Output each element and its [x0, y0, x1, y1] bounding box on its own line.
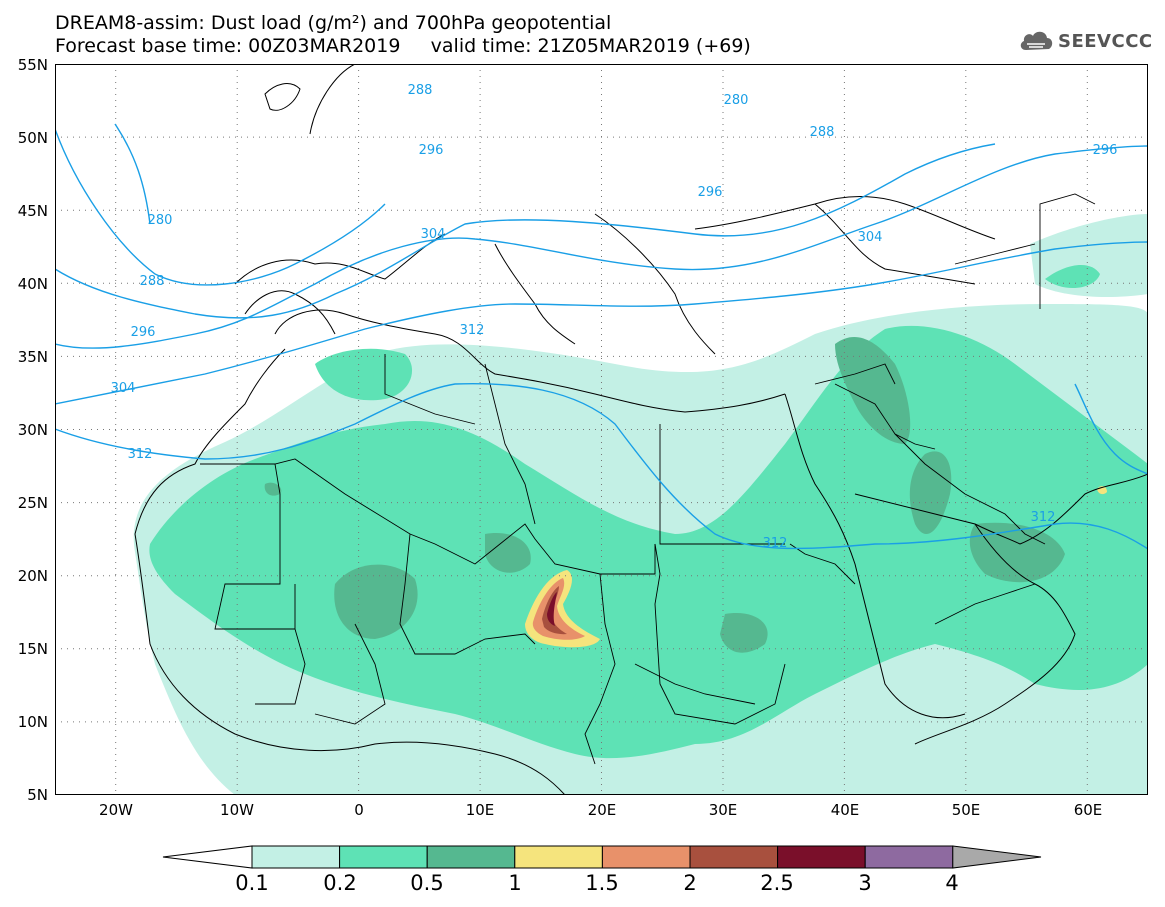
contour-label: 312 [763, 536, 788, 551]
dust-load-map: 288 280 288 296 296 296 280 288 296 304 … [55, 64, 1148, 795]
lon-tick-label: 30E [708, 801, 738, 819]
dust-band-0.5 [264, 336, 1065, 653]
lon-tick-label: 10W [220, 801, 254, 819]
colorbar-label: 0.2 [323, 871, 357, 895]
lon-tick-label: 20E [587, 801, 617, 819]
colorbar-label: 0.5 [410, 871, 444, 895]
contour-label: 312 [460, 323, 485, 338]
contour-label: 304 [111, 381, 136, 396]
lon-tick-label: 50E [951, 801, 981, 819]
colorbar [162, 845, 1042, 869]
dust-hotspot [525, 486, 1107, 648]
contour-label: 296 [1093, 143, 1118, 158]
lat-tick-label: 50N [17, 129, 48, 147]
map-frame [55, 64, 1148, 795]
country-borders [200, 193, 1096, 765]
lat-tick-label: 15N [17, 640, 48, 658]
contour-label: 288 [408, 83, 433, 98]
colorbar-label: 3 [858, 871, 872, 895]
contour-label: 288 [810, 125, 835, 140]
contour-labels: 288 280 288 296 296 296 280 288 296 304 … [111, 83, 1118, 551]
colorbar-bin [601, 845, 691, 869]
lat-tick-label: 35N [17, 348, 48, 366]
colorbar-bin [251, 845, 341, 869]
contour-label: 304 [421, 227, 446, 242]
colorbar-bin [689, 845, 779, 869]
lon-tick-label: 20W [99, 801, 133, 819]
colorbar-bin [426, 845, 516, 869]
lat-tick-label: 25N [17, 494, 48, 512]
coastlines [134, 64, 1148, 795]
contour-label: 296 [419, 143, 444, 158]
colorbar-label: 2.5 [760, 871, 794, 895]
contour-label: 288 [140, 274, 165, 289]
contour-label: 280 [148, 213, 173, 228]
contour-label: 304 [858, 230, 883, 245]
lat-tick-label: 40N [17, 275, 48, 293]
lon-tick-label: 10E [465, 801, 495, 819]
chart-title: DREAM8-assim: Dust load (g/m²) and 700hP… [55, 12, 612, 34]
lon-tick-label: 60E [1073, 801, 1103, 819]
contour-label: 280 [724, 93, 749, 108]
contour-label: 296 [698, 185, 723, 200]
colorbar-label: 1.5 [585, 871, 619, 895]
logo-text: SEEVCCC [1058, 30, 1153, 52]
colorbar-label: 2 [683, 871, 697, 895]
lat-tick-label: 30N [17, 421, 48, 439]
colorbar-bin [864, 845, 954, 869]
colorbar-bin [777, 845, 866, 869]
lon-tick-label: 0 [354, 801, 364, 819]
contour-label: 312 [128, 447, 153, 462]
geopotential-contours [55, 123, 1148, 550]
lat-tick-label: 45N [17, 202, 48, 220]
colorbar-label: 4 [945, 871, 959, 895]
colorbar-label: 1 [508, 871, 522, 895]
colorbar-arrow-low [162, 845, 253, 869]
colorbar-bin [514, 845, 603, 869]
lat-tick-label: 5N [27, 786, 48, 804]
lat-tick-label: 10N [17, 713, 48, 731]
contour-label: 312 [1031, 510, 1056, 525]
colorbar-label: 0.1 [235, 871, 269, 895]
colorbar-bin [339, 845, 428, 869]
contour-label: 296 [131, 325, 156, 340]
lat-tick-label: 55N [17, 56, 48, 74]
cloud-logo-icon [1020, 31, 1053, 50]
colorbar-arrow-high [952, 845, 1042, 869]
lat-lon-grid [55, 64, 1148, 795]
seevccc-logo: SEEVCCC [1018, 27, 1153, 55]
chart-subtitle: Forecast base time: 00Z03MAR2019 valid t… [55, 35, 751, 57]
lat-tick-label: 20N [17, 567, 48, 585]
lon-tick-label: 40E [830, 801, 860, 819]
